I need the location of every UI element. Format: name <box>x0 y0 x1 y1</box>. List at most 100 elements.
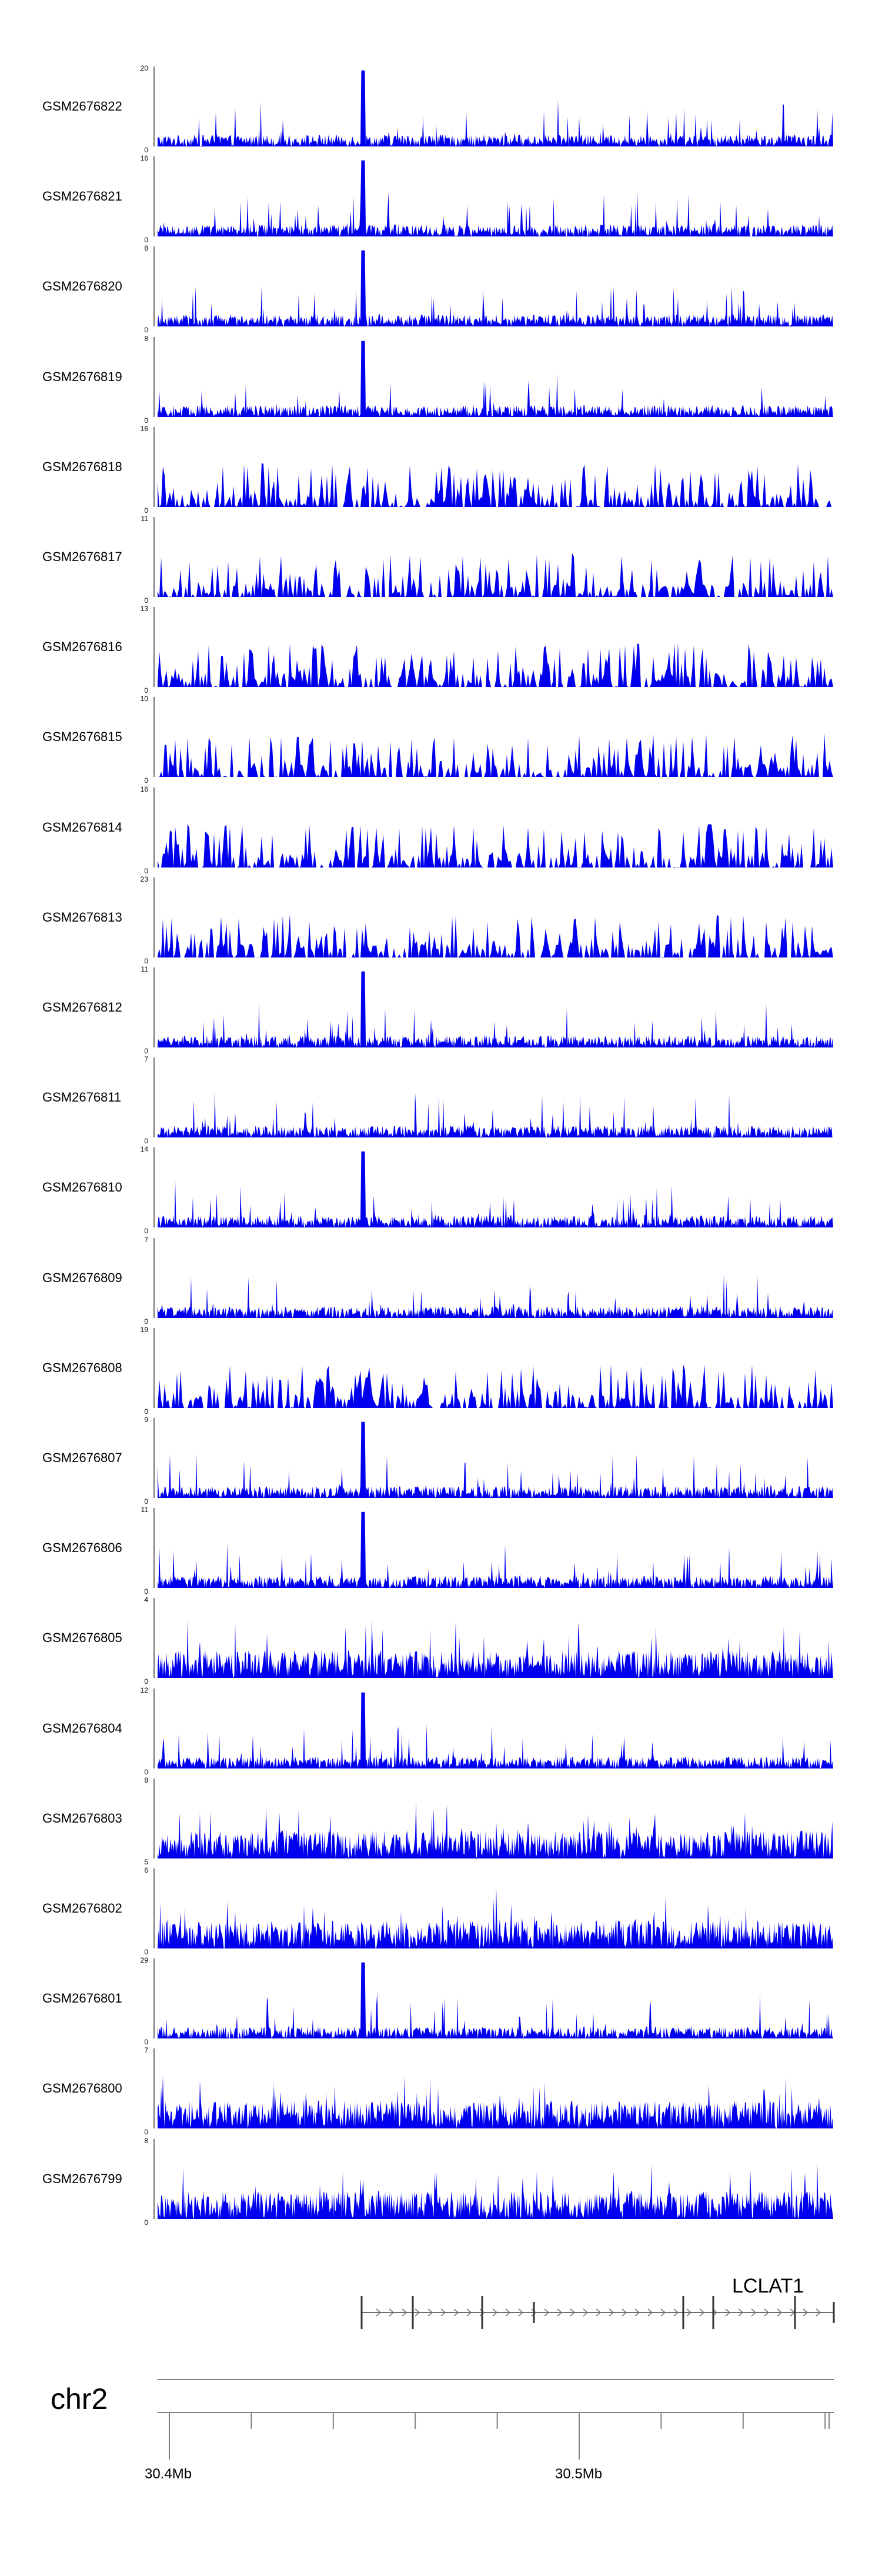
strand-arrow <box>673 2308 679 2317</box>
coverage-signal <box>158 1962 833 2039</box>
coverage-plot <box>153 1688 833 1769</box>
track-max-value: 7 <box>144 1235 148 1244</box>
coverage-plot <box>153 1057 833 1138</box>
track-min-value: 0 <box>144 1497 148 1506</box>
track-sample-label: GSM2676814 <box>42 819 122 835</box>
axis-tick-label: 30.4Mb <box>145 2466 192 2482</box>
track-sample-label: GSM2676818 <box>42 459 122 474</box>
coverage-signal <box>158 1274 833 1318</box>
coverage-signal <box>158 1620 833 1679</box>
track-max-value: 9 <box>144 1416 148 1424</box>
coverage-plot <box>153 877 833 957</box>
track-sample-label: GSM2676806 <box>42 1540 122 1556</box>
track-sample-label: GSM2676809 <box>42 1270 122 1285</box>
strand-arrow <box>518 2308 524 2317</box>
strand-arrow <box>596 2308 602 2317</box>
strand-arrow <box>803 2308 808 2317</box>
coverage-plot <box>153 2048 833 2129</box>
coverage-signal <box>158 463 833 507</box>
coverage-track: GSM2676817 11 0 <box>0 515 882 605</box>
coverage-signal <box>158 643 833 688</box>
track-max-value: 16 <box>140 424 148 433</box>
track-max-value: 11 <box>141 965 148 973</box>
chromosome-label: chr2 <box>51 2383 108 2415</box>
track-max-value: 19 <box>140 1325 148 1334</box>
strand-arrow <box>751 2308 757 2317</box>
strand-arrow <box>466 2308 472 2317</box>
track-max-value: 7 <box>144 2046 148 2055</box>
coverage-plot <box>153 787 833 867</box>
coverage-track: GSM2676804 12 0 <box>0 1686 882 1777</box>
strand-arrow <box>570 2308 576 2317</box>
coverage-signal <box>158 1364 833 1408</box>
coverage-tracks: GSM2676822 20 0 GSM2676821 16 0 GSM2676820 8 0 GS… <box>0 64 882 2227</box>
strand-arrow <box>609 2308 614 2317</box>
track-min-value: 0 <box>144 1677 148 1686</box>
track-min-value: 0 <box>144 686 148 695</box>
strand-arrow <box>531 2308 537 2317</box>
coverage-signal <box>158 160 833 237</box>
coverage-signal <box>158 1800 833 1858</box>
track-max-value: 7 <box>144 1055 148 1064</box>
coverage-plot <box>153 697 833 778</box>
strand-arrow <box>544 2308 550 2317</box>
track-sample-label: GSM2676799 <box>42 2171 122 2186</box>
track-sample-label: GSM2676804 <box>42 1720 122 1736</box>
strand-arrow <box>557 2308 563 2317</box>
coverage-signal <box>158 70 833 146</box>
coverage-track: GSM2676801 29 0 <box>0 1956 882 2047</box>
coverage-plot <box>153 336 833 417</box>
coverage-plot <box>153 156 833 237</box>
strand-arrow <box>427 2308 433 2317</box>
track-max-value: 20 <box>140 64 148 72</box>
coverage-track: GSM2676815 10 0 <box>0 695 882 785</box>
coverage-signal <box>158 1090 833 1138</box>
track-sample-label: GSM2676817 <box>42 549 122 564</box>
track-max-value: 8 <box>144 334 148 343</box>
coverage-plot <box>153 1327 833 1408</box>
track-max-value: 4 <box>144 1596 148 1604</box>
track-sample-label: GSM2676816 <box>42 639 122 655</box>
strand-arrow <box>440 2308 446 2317</box>
strand-arrow <box>725 2308 731 2317</box>
coverage-track: GSM2676822 20 0 <box>0 64 882 155</box>
coverage-signal <box>158 553 833 597</box>
strand-arrow <box>415 2308 420 2317</box>
coverage-plot <box>153 517 833 597</box>
coverage-plot <box>153 2138 833 2219</box>
coverage-track: GSM2676811 7 0 <box>0 1055 882 1146</box>
strand-arrow <box>583 2308 589 2317</box>
track-max-value: 8 <box>144 1776 148 1784</box>
strand-arrow <box>699 2308 705 2317</box>
coverage-plot <box>153 607 833 688</box>
coverage-plot <box>153 1778 833 1858</box>
strand-arrow <box>376 2308 382 2317</box>
track-sample-label: GSM2676803 <box>42 1810 122 1826</box>
track-min-value: 0 <box>144 1587 148 1596</box>
coverage-track: GSM2676820 8 0 <box>0 244 882 335</box>
coverage-plot <box>153 1418 833 1498</box>
coverage-plot <box>153 1868 833 1948</box>
track-min-value: 0 <box>144 506 148 515</box>
track-min-value: 0 <box>144 1948 148 1956</box>
track-sample-label: GSM2676811 <box>42 1090 122 1105</box>
track-max-value: 6 <box>144 1866 148 1874</box>
coverage-signal <box>158 2075 833 2129</box>
track-sample-label: GSM2676800 <box>42 2081 122 2096</box>
strand-arrow <box>479 2308 485 2317</box>
strand-arrow <box>764 2308 770 2317</box>
coverage-plot <box>153 967 833 1047</box>
coverage-signal <box>158 1422 833 1498</box>
track-max-value: 8 <box>144 2136 148 2145</box>
coverage-signal <box>158 1511 833 1589</box>
gene-track <box>0 2270 882 2388</box>
coverage-signal <box>158 823 833 867</box>
strand-arrow <box>402 2308 407 2317</box>
coverage-plot <box>153 1508 833 1589</box>
track-max-value: 11 <box>141 1506 148 1514</box>
coverage-signal <box>158 2163 833 2219</box>
track-max-value: 12 <box>140 1686 148 1694</box>
coverage-signal <box>158 1887 833 1948</box>
track-max-value: 8 <box>144 244 148 253</box>
genome-axis <box>158 2379 834 2460</box>
